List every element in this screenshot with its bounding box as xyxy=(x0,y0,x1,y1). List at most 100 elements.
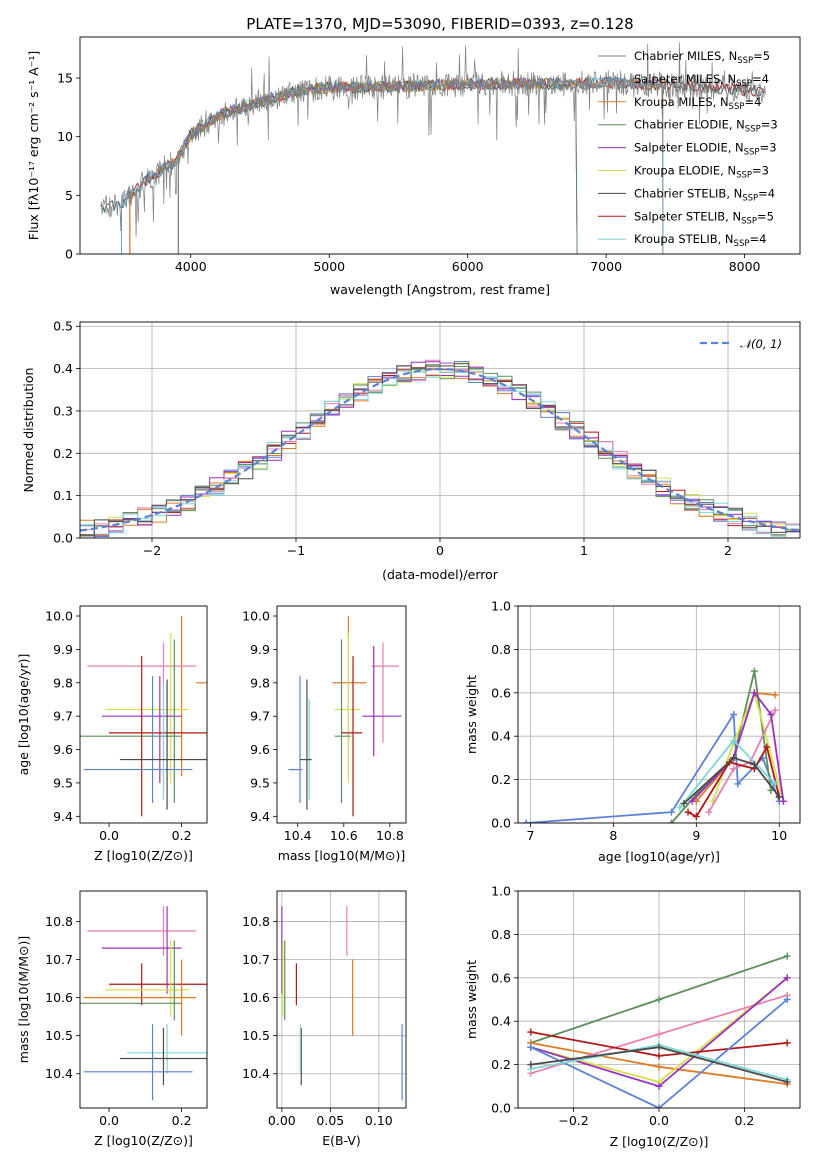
y-tick-label: 10.0 xyxy=(45,609,73,624)
weight-marker xyxy=(692,812,700,820)
y-tick-label: 9.4 xyxy=(250,809,270,824)
y-tick-label: 10.5 xyxy=(45,1028,73,1043)
legend-label: Kroupa MILES, NSSP=4 xyxy=(634,95,761,112)
weight-marker xyxy=(771,691,779,699)
y-tick-label: 1.0 xyxy=(491,884,511,899)
x-tick-label: 0.05 xyxy=(316,1113,344,1128)
x-tick-label: 0.10 xyxy=(365,1113,393,1128)
y-axis-label: Normed distribution xyxy=(21,368,36,493)
weight-marker xyxy=(750,760,758,768)
errorbars xyxy=(281,906,403,1101)
y-axis-label: mass weight xyxy=(464,675,479,754)
panel-spectrum: 4000 5000 6000 7000 8000 0 5 10 15 wavelength [An… xyxy=(26,36,801,297)
x-tick-label: 7000 xyxy=(590,259,622,274)
y-tick-label: 9.5 xyxy=(53,775,73,790)
y-tick-label: 9.8 xyxy=(53,675,73,690)
weight-marker xyxy=(734,780,742,788)
legend: Chabrier MILES, NSSP=5 Salpeter MILES, NS… xyxy=(598,49,778,249)
x-tick-label: 0.0 xyxy=(99,828,119,843)
panel-residual_hist: −2 −1 0 1 2 0.0 0.1 0.2 0.3 0.4 0.5 (data-model)/er… xyxy=(21,319,801,582)
axes-frame xyxy=(517,605,801,824)
legend-label: Chabrier MILES, NSSP=5 xyxy=(634,49,770,66)
x-tick-label: −2 xyxy=(143,543,161,558)
y-tick-label: 0.6 xyxy=(491,685,511,700)
x-tick-label: 0.2 xyxy=(172,828,192,843)
x-axis-label: Z [log10(Z/Z⊙)] xyxy=(94,848,193,863)
legend-label: Salpeter MILES, NSSP=4 xyxy=(634,72,769,89)
weight-lines xyxy=(522,667,787,823)
weight-marker xyxy=(730,737,738,745)
axes-frame xyxy=(79,605,208,824)
legend-label: Kroupa ELODIE, NSSP=3 xyxy=(634,164,769,181)
y-tick-label: 0.4 xyxy=(53,361,73,376)
x-tick-label: −0.2 xyxy=(558,1113,588,1128)
y-tick-label: 0.0 xyxy=(53,531,73,546)
weight-marker xyxy=(783,1078,791,1086)
panel-mass_vs_Z: 0.0 0.2 10.4 10.5 10.6 10.7 10.8 Z [log10(Z/Z⊙)… xyxy=(16,890,208,1148)
figure-title: PLATE=1370, MJD=53090, FIBERID=0393, z=0… xyxy=(246,15,633,33)
weight-marker xyxy=(771,706,779,714)
y-tick-label: 10.4 xyxy=(45,1066,73,1081)
weight-marker xyxy=(527,1028,535,1036)
weight-marker xyxy=(783,952,791,960)
y-tick-label: 10.8 xyxy=(242,914,270,929)
y-tick-label: 0.4 xyxy=(491,729,511,744)
x-tick-label: 10 xyxy=(771,828,787,843)
x-axis-label: Z [log10(Z/Z⊙)] xyxy=(610,1134,709,1149)
y-tick-label: 9.4 xyxy=(53,809,73,824)
legend: 𝒩(0, 1) xyxy=(700,337,782,351)
errorbars xyxy=(80,616,207,817)
axes-frame xyxy=(79,36,801,255)
weight-marker xyxy=(767,711,775,718)
errorbars xyxy=(80,906,207,1101)
weight-marker xyxy=(655,1104,663,1108)
errorbars xyxy=(288,616,402,817)
x-tick-label: 5000 xyxy=(313,259,345,274)
x-tick-label: 1 xyxy=(580,543,588,558)
weight-marker xyxy=(779,797,787,805)
weight-lines xyxy=(527,952,791,1108)
spectrum-data-line xyxy=(100,42,766,238)
y-tick-label: 0.0 xyxy=(491,1101,511,1116)
y-tick-label: 0.3 xyxy=(53,403,73,418)
weight-line xyxy=(683,756,781,805)
y-tick-label: 0.6 xyxy=(491,970,511,985)
weight-marker xyxy=(783,996,791,1003)
axes-frame xyxy=(276,890,407,1109)
y-tick-label: 9.9 xyxy=(250,642,270,657)
weight-marker xyxy=(655,1043,663,1051)
legend-label: Salpeter ELODIE, NSSP=3 xyxy=(634,141,777,158)
y-tick-label: 0.2 xyxy=(491,1057,511,1072)
y-tick-label: 15 xyxy=(57,71,73,86)
weight-marker xyxy=(655,1063,663,1071)
weight-marker xyxy=(667,808,675,816)
x-tick-label: 10.8 xyxy=(376,828,404,843)
axes-frame xyxy=(79,321,801,539)
weight-line xyxy=(687,744,781,818)
weight-line xyxy=(530,998,788,1108)
y-tick-label: 0.2 xyxy=(53,446,73,461)
weight-marker xyxy=(655,1030,663,1038)
x-tick-label: −1 xyxy=(287,543,305,558)
x-tick-label: 2 xyxy=(724,543,732,558)
y-tick-label: 9.6 xyxy=(250,742,270,757)
weight-marker xyxy=(783,974,791,982)
weight-marker xyxy=(680,799,688,807)
weight-marker xyxy=(730,754,738,762)
y-tick-label: 10 xyxy=(57,129,73,144)
y-tick-label: 10.6 xyxy=(242,990,270,1005)
x-tick-label: 4000 xyxy=(175,259,207,274)
weight-marker xyxy=(730,711,738,718)
axes-frame xyxy=(517,890,801,1109)
y-tick-label: 9.8 xyxy=(250,675,270,690)
y-tick-label: 9.5 xyxy=(250,775,270,790)
histograms xyxy=(80,359,800,538)
weight-marker xyxy=(750,667,758,675)
weight-marker xyxy=(527,1061,535,1069)
y-tick-label: 10.5 xyxy=(242,1028,270,1043)
x-axis-label: Z [log10(Z/Z⊙)] xyxy=(94,1133,193,1148)
x-tick-label: 0.0 xyxy=(99,1113,119,1128)
x-axis-label: wavelength [Angstrom, rest frame] xyxy=(330,282,550,297)
y-axis-label: Flux [fλ10⁻¹⁷ erg cm⁻² s⁻¹ A⁻¹] xyxy=(26,51,41,240)
axes-frame xyxy=(276,605,407,824)
